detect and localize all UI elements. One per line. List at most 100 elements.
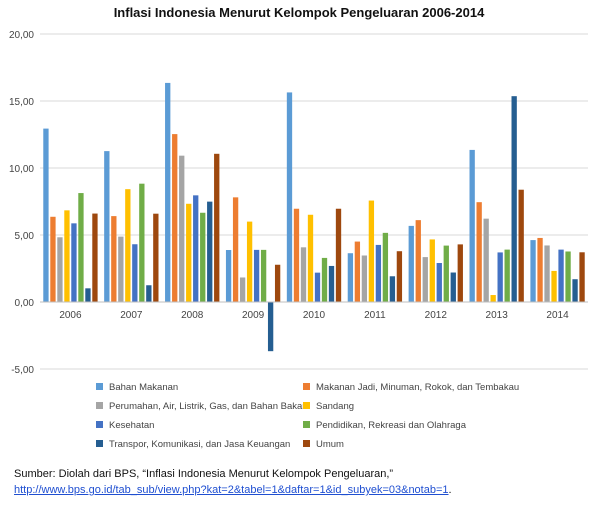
y-tick-label: 20,00 — [9, 30, 34, 41]
legend-swatch — [96, 402, 103, 409]
x-tick-label: 2006 — [59, 310, 82, 321]
bar — [260, 249, 267, 302]
legend-swatch — [303, 383, 310, 390]
bar — [232, 197, 239, 302]
legend-entry: Perumahan, Air, Listrik, Gas, dan Bahan … — [96, 401, 305, 412]
bar — [286, 92, 293, 302]
bar — [293, 208, 300, 302]
bar — [132, 244, 138, 302]
legend-entry: Pendidikan, Rekreasi dan Olahraga — [303, 420, 467, 431]
bar — [408, 225, 414, 302]
bar — [415, 220, 421, 302]
source-link[interactable]: http://www.bps.go.id/tab_sub/view.php?ka… — [14, 484, 449, 496]
bar — [207, 201, 213, 302]
bar — [57, 237, 63, 302]
bar — [469, 149, 475, 302]
x-tick-label: 2010 — [303, 310, 326, 321]
legend-entry: Kesehatan — [96, 420, 154, 431]
bar — [139, 183, 145, 302]
bar — [558, 249, 564, 302]
y-tick-label: -5,00 — [11, 365, 34, 376]
bar — [253, 249, 260, 302]
bar — [267, 302, 274, 352]
bar — [504, 249, 510, 302]
legend-swatch — [303, 440, 310, 447]
bar — [78, 193, 84, 302]
x-tick-label: 2012 — [425, 310, 448, 321]
bar — [186, 203, 192, 302]
legend-label: Kesehatan — [109, 420, 154, 431]
bar — [347, 253, 354, 302]
bar — [146, 285, 152, 302]
bar — [172, 134, 178, 302]
legend-swatch — [96, 440, 103, 447]
bar — [457, 244, 463, 302]
bar — [396, 251, 403, 302]
bar — [314, 272, 321, 302]
bar — [85, 288, 91, 302]
legend-label: Bahan Makanan — [109, 382, 178, 393]
legend: Bahan Makanan Makanan Jadi, Minuman, Roko… — [96, 382, 519, 450]
bar — [193, 195, 199, 302]
x-tick-label: 2011 — [364, 310, 386, 321]
bar — [307, 214, 314, 302]
x-tick-label: 2013 — [486, 310, 509, 321]
gridlines — [40, 33, 588, 370]
bar — [43, 128, 49, 302]
legend-swatch — [96, 421, 103, 428]
y-tick-label: 5,00 — [15, 231, 35, 242]
bar — [551, 270, 557, 302]
legend-swatch — [303, 402, 310, 409]
x-tick-label: 2014 — [546, 310, 569, 321]
bar — [200, 212, 206, 302]
bar — [389, 276, 396, 302]
legend-label: Makanan Jadi, Minuman, Rokok, dan Tembak… — [316, 382, 519, 393]
bar — [104, 151, 110, 302]
bar — [165, 82, 171, 302]
legend-entry: Makanan Jadi, Minuman, Rokok, dan Tembak… — [303, 382, 519, 393]
y-axis-tick-labels: -5,00 0,00 5,00 10,00 15,00 20,00 — [9, 30, 34, 376]
bar — [214, 153, 220, 302]
x-axis-tick-labels: 2006 2007 2008 2009 2010 2011 2012 2013 2014 — [59, 310, 569, 321]
legend-swatch — [96, 383, 103, 390]
bar — [321, 257, 328, 302]
bar — [111, 216, 117, 302]
y-tick-label: 15,00 — [9, 97, 34, 108]
bar — [64, 210, 70, 302]
legend-label: Pendidikan, Rekreasi dan Olahraga — [316, 420, 467, 431]
x-tick-label: 2007 — [120, 310, 143, 321]
bar — [422, 257, 428, 302]
bar — [246, 221, 253, 302]
bar — [71, 223, 77, 302]
y-tick-label: 10,00 — [9, 164, 34, 175]
legend-entry: Transpor, Komunikasi, dan Jasa Keuangan — [96, 439, 290, 450]
legend-entry: Umum — [303, 439, 344, 450]
legend-entry: Sandang — [303, 401, 354, 412]
bar — [125, 189, 131, 302]
legend-swatch — [303, 421, 310, 428]
bar — [92, 213, 98, 302]
bars — [43, 82, 585, 352]
legend-label: Umum — [316, 439, 344, 450]
source-trailing-period: . — [448, 484, 452, 496]
legend-label: Perumahan, Air, Listrik, Gas, dan Bahan … — [109, 401, 305, 412]
bar — [483, 218, 489, 302]
bar — [436, 263, 442, 302]
bar — [497, 252, 503, 302]
bar — [429, 239, 435, 302]
bar — [490, 295, 496, 302]
bar — [153, 213, 159, 302]
bar — [274, 264, 281, 302]
bar — [375, 244, 382, 302]
bar — [511, 96, 517, 303]
bar — [239, 277, 246, 302]
chart-title: Inflasi Indonesia Menurut Kelompok Penge… — [114, 5, 485, 20]
bar — [300, 247, 307, 302]
bar — [118, 236, 124, 302]
legend-label: Transpor, Komunikasi, dan Jasa Keuangan — [109, 439, 290, 450]
bar — [328, 265, 335, 302]
bar — [565, 251, 571, 302]
bar — [382, 232, 389, 302]
bar-chart: Inflasi Indonesia Menurut Kelompok Penge… — [9, 5, 588, 450]
